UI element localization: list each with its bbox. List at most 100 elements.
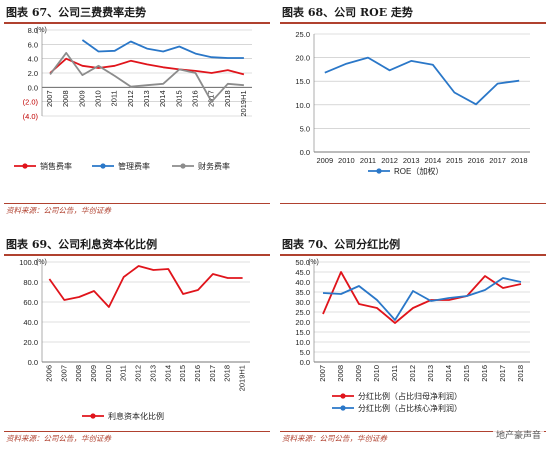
- x-tick-label: 2017: [498, 365, 507, 382]
- source-note: 资料来源：公司公告，华创证券: [6, 206, 111, 215]
- y-tick-label: 6.0: [28, 40, 38, 49]
- x-tick-label: 2019H1: [238, 365, 247, 391]
- source-note: 资料来源：公司公告，华创证券: [282, 434, 387, 443]
- x-tick-label: 2015: [178, 365, 187, 382]
- y-tick-label: 20.0: [295, 318, 310, 327]
- y-tick-label: 45.0: [295, 268, 310, 277]
- panel-title: 图表 70、公司分红比例: [282, 238, 401, 251]
- x-tick-label: 2013: [426, 365, 435, 382]
- x-tick-label: 2015: [462, 365, 471, 382]
- panel-67: 图表 67、公司三费费率走势 (%) (4.0) (2.0) 0.0 2.0 4.0 6.0…: [4, 2, 270, 220]
- y-tick-label: 25.0: [295, 30, 310, 39]
- x-tick-label: 2007: [45, 90, 54, 107]
- y-tick-label: 50.0: [295, 258, 310, 267]
- x-tick-label: 2018: [223, 365, 232, 382]
- x-tick-label: 2010: [104, 365, 113, 382]
- series-line-1: [49, 57, 245, 76]
- legend-label: 财务费率: [198, 161, 230, 171]
- y-tick-label: 20.0: [23, 338, 38, 347]
- legend-label: 销售费率: [40, 161, 72, 171]
- series-line-2: [322, 277, 522, 321]
- panel-title: 图表 68、公司 ROE 走势: [282, 6, 413, 19]
- x-tick-label: 2010: [338, 156, 355, 165]
- legend-marker: [100, 163, 106, 169]
- x-tick-label: 2008: [74, 365, 83, 382]
- x-tick-label: 2014: [424, 156, 441, 165]
- chart-68: 0.0 5.0 10.0 15.0 20.0 25.0 2009 2010 2011 2012 20…: [295, 30, 530, 176]
- x-tick-label: 2014: [158, 90, 167, 107]
- x-tick-label: 2018: [516, 365, 525, 382]
- y-tick-label: 5.0: [300, 124, 310, 133]
- legend-marker: [340, 405, 346, 411]
- x-tick-label: 2009: [316, 156, 333, 165]
- x-tick-label: 2015: [446, 156, 463, 165]
- y-tick-label: 10.0: [295, 338, 310, 347]
- x-tick-label: 2006: [44, 365, 53, 382]
- x-tick-label: 2014: [163, 365, 172, 382]
- y-tick-label: 15.0: [295, 328, 310, 337]
- y-tick-label: 2.0: [28, 69, 38, 78]
- x-tick-label: 2019H1: [239, 90, 248, 116]
- legend-marker: [180, 163, 186, 169]
- x-tick-label: 2018: [511, 156, 528, 165]
- x-tick-label: 2009: [354, 365, 363, 382]
- x-tick-label: 2016: [193, 365, 202, 382]
- series-line-1: [324, 56, 520, 106]
- y-tick-label: 40.0: [23, 318, 38, 327]
- legend-marker: [340, 393, 346, 399]
- chart-70: (%) 0.05.010.015.020.025.030.035.040.045.…: [295, 258, 530, 413]
- chart-69: (%) 0.0 20.0 40.0 60.0 80.0 100.0 2006 2007 2008 2…: [19, 258, 250, 421]
- series-line-3: [49, 52, 244, 103]
- x-tick-label: 2010: [372, 365, 381, 382]
- source-rule: [280, 203, 546, 204]
- x-tick-label: 2013: [142, 90, 151, 107]
- y-tick-label: 0.0: [300, 148, 310, 157]
- y-tick-label: 10.0: [295, 101, 310, 110]
- x-tick-label: 2011: [110, 90, 119, 106]
- legend-marker: [90, 413, 96, 419]
- y-tick-label: 8.0: [28, 26, 38, 35]
- y-tick-label: 60.0: [23, 298, 38, 307]
- y-tick-label: 25.0: [295, 308, 310, 317]
- x-tick-label: 2013: [148, 365, 157, 382]
- series-line-1: [322, 271, 522, 324]
- legend-label: 管理费率: [118, 161, 150, 171]
- x-tick-label: 2012: [408, 365, 417, 382]
- x-tick-label: 2017: [207, 90, 216, 107]
- x-tick-label: 2007: [59, 365, 68, 382]
- y-tick-label: 30.0: [295, 298, 310, 307]
- series-line-1: [48, 265, 243, 308]
- x-tick-label: 2011: [390, 365, 399, 381]
- title-rule: [280, 22, 546, 24]
- source-rule: [4, 431, 270, 432]
- legend-label: 分红比例（占比归母净利润）: [358, 391, 462, 401]
- y-tick-label: 20.0: [295, 54, 310, 63]
- x-tick-label: 2013: [403, 156, 420, 165]
- y-tick-label: 100.0: [19, 258, 38, 267]
- x-tick-label: 2016: [190, 90, 199, 107]
- y-tick-label: (4.0): [23, 112, 39, 121]
- x-tick-label: 2016: [480, 365, 489, 382]
- title-rule: [280, 254, 546, 256]
- source-rule: [280, 431, 546, 432]
- y-tick-label: 0.0: [28, 358, 38, 367]
- y-tick-label: 0.0: [300, 358, 310, 367]
- legend-marker: [376, 168, 382, 174]
- unit-label: (%): [36, 27, 47, 34]
- x-tick-label: 2017: [489, 156, 506, 165]
- chart-67: (%) (4.0) (2.0) 0.0 2.0 4.0 6.0 8.0 2007 2008 2009…: [14, 26, 252, 171]
- x-tick-label: 2016: [468, 156, 485, 165]
- x-tick-label: 2010: [94, 90, 103, 107]
- watermark: 地产豪声音: [492, 427, 544, 442]
- unit-label: (%): [36, 259, 47, 266]
- source-rule: [4, 203, 270, 204]
- x-tick-label: 2012: [381, 156, 398, 165]
- x-tick-label: 2009: [89, 365, 98, 382]
- title-rule: [4, 22, 270, 24]
- unit-label: (%): [308, 259, 319, 266]
- y-tick-label: 40.0: [295, 278, 310, 287]
- y-tick-label: 4.0: [28, 55, 38, 64]
- y-tick-label: 80.0: [23, 278, 38, 287]
- source-note: 资料来源：公司公告，华创证券: [6, 434, 111, 443]
- panel-title: 图表 69、公司利息资本化比例: [6, 238, 158, 251]
